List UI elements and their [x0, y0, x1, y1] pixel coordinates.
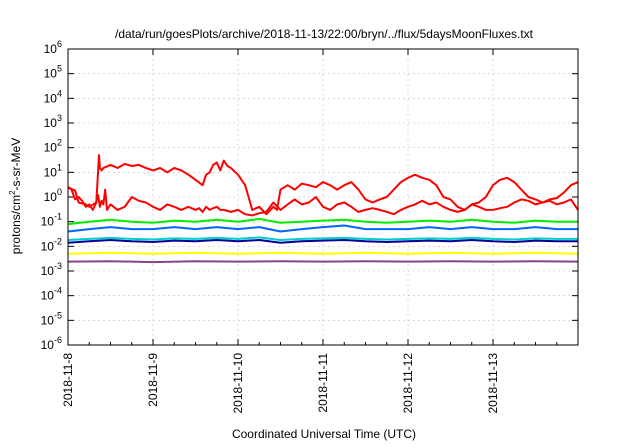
series-line-5	[67, 236, 578, 241]
x-tick-label: 2018-11-10	[231, 353, 245, 414]
y-tick-label: 10-6	[41, 335, 62, 352]
y-tick-label: 104	[44, 88, 62, 105]
y-tick-label: 100	[44, 187, 62, 204]
y-tick-label-exponent: -3	[54, 261, 62, 271]
y-tick-label: 10-5	[41, 310, 62, 327]
y-tick-label-exponent: 4	[57, 88, 62, 98]
y-tick-label-exponent: -6	[54, 335, 62, 345]
y-tick-label-base: 10	[41, 338, 55, 352]
series-line-3	[67, 217, 578, 226]
y-tick-label-exponent: 1	[57, 162, 62, 172]
y-tick-label-exponent: 0	[57, 187, 62, 197]
y-axis-label-rest: -s-sr-MeV	[9, 138, 23, 191]
y-tick-label: 101	[44, 162, 62, 179]
y-tick-label-base: 10	[41, 239, 55, 253]
y-tick-label-base: 10	[44, 141, 58, 155]
y-tick-label-exponent: 2	[57, 138, 62, 148]
y-tick-label: 105	[44, 64, 62, 81]
x-tick-label: 2018-11-11	[316, 353, 330, 413]
y-tick-label-base: 10	[44, 116, 58, 130]
y-tick-label-exponent: -1	[54, 212, 62, 222]
y-tick-label: 103	[44, 113, 62, 130]
series-line-8	[67, 260, 579, 264]
x-tick-label: 2018-11-12	[401, 353, 415, 414]
y-axis-label-sup: 2	[8, 190, 17, 195]
y-tick-label-base: 10	[44, 91, 58, 105]
grid	[68, 48, 578, 346]
x-axis-ticks: 2018-11-8 2018-11-9 2018-11-10 2018-11-11 20…	[61, 49, 579, 414]
y-tick-label: 102	[44, 138, 62, 155]
x-tick-label: 2018-11-9	[146, 353, 160, 407]
y-tick-label-exponent: 3	[57, 113, 62, 123]
y-tick-label-base: 10	[41, 289, 55, 303]
y-tick-label-base: 10	[41, 215, 55, 229]
y-tick-label-exponent: 5	[57, 64, 62, 74]
y-tick-label-base: 10	[41, 313, 55, 327]
y-axis-label: protons/cm2-s-sr-MeV	[8, 138, 23, 254]
series-line-1	[67, 186, 579, 217]
y-tick-label-exponent: -4	[54, 286, 62, 296]
series-line-4	[67, 224, 578, 233]
x-tick-label: 2018-11-8	[61, 353, 75, 407]
x-tick-label: 2018-11-13	[486, 353, 500, 414]
y-tick-label-base: 10	[41, 264, 55, 278]
series-layer	[67, 154, 579, 264]
series-line-2	[67, 154, 579, 216]
chart-title: /data/run/goesPlots/archive/2018-11-13/2…	[115, 27, 534, 41]
y-tick-label: 10-4	[41, 286, 62, 303]
y-tick-label-base: 10	[44, 165, 58, 179]
y-axis-ticks: 10-610-510-410-310-210-11001011021031041…	[41, 39, 578, 352]
series-line-7	[67, 251, 579, 255]
series-line-6	[67, 239, 578, 244]
y-tick-label-exponent: 6	[57, 39, 62, 49]
y-tick-label-base: 10	[44, 67, 58, 81]
y-axis-label-base: protons/cm	[9, 195, 23, 254]
y-tick-label: 10-2	[41, 236, 62, 253]
y-tick-label: 10-3	[41, 261, 62, 278]
plot-area-frame	[67, 48, 579, 346]
y-tick-label: 106	[44, 39, 62, 56]
y-tick-label-base: 10	[44, 190, 58, 204]
y-tick-label-exponent: -2	[54, 236, 62, 246]
y-tick-label: 10-1	[41, 212, 62, 229]
x-axis-label: Coordinated Universal Time (UTC)	[232, 427, 416, 441]
y-tick-label-base: 10	[44, 42, 58, 56]
y-tick-label-exponent: -5	[54, 310, 62, 320]
